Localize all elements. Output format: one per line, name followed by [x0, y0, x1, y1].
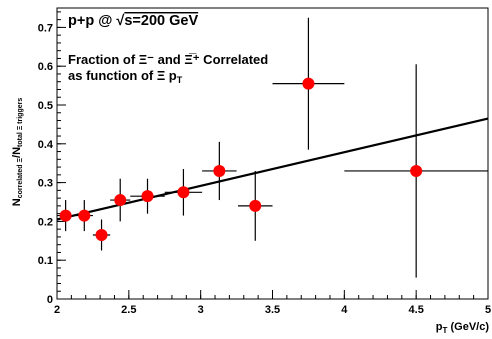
y-tick-label: 0.3: [38, 178, 53, 190]
annotation-line-1: Fraction of Ξ⁻ and Ξ̅⁺ Correlated: [68, 52, 268, 67]
x-tick-label: 4: [341, 304, 348, 316]
data-point: [177, 186, 190, 199]
y-tick-label: 0.5: [38, 100, 53, 112]
data-point: [59, 209, 72, 222]
x-axis-label: pT (GeV/c): [436, 321, 490, 335]
x-tick-label: 3: [198, 304, 204, 316]
chart-title: p+p @ √s=200 GeV: [68, 13, 198, 29]
y-tick-label: 0: [47, 294, 53, 306]
data-point: [249, 199, 262, 212]
annotation-line-2: as function of Ξ pT: [68, 68, 183, 85]
x-tick-label: 2.5: [121, 304, 136, 316]
y-tick-label: 0.1: [38, 255, 53, 267]
y-tick-label: 0.2: [38, 216, 53, 228]
x-tick-label: 4.5: [409, 304, 424, 316]
x-tick-label: 5: [485, 304, 491, 316]
data-point: [114, 194, 127, 207]
data-point: [410, 164, 423, 177]
data-point: [141, 190, 154, 203]
data-point: [95, 228, 108, 241]
y-tick-label: 0.4: [38, 139, 54, 151]
data-point: [213, 164, 226, 177]
x-tick-label: 2: [54, 304, 60, 316]
y-tick-label: 0.7: [38, 22, 53, 34]
y-tick-label: 0.6: [38, 61, 53, 73]
sqrt-bar-text: s=200 GeV: [124, 13, 198, 29]
x-tick-label: 3.5: [265, 304, 280, 316]
y-axis-label: Ncorrelated Ξ/Ntotal Ξ triggers: [11, 98, 24, 207]
data-point: [302, 77, 315, 90]
fit-line: [56, 117, 489, 221]
data-point: [78, 209, 91, 222]
